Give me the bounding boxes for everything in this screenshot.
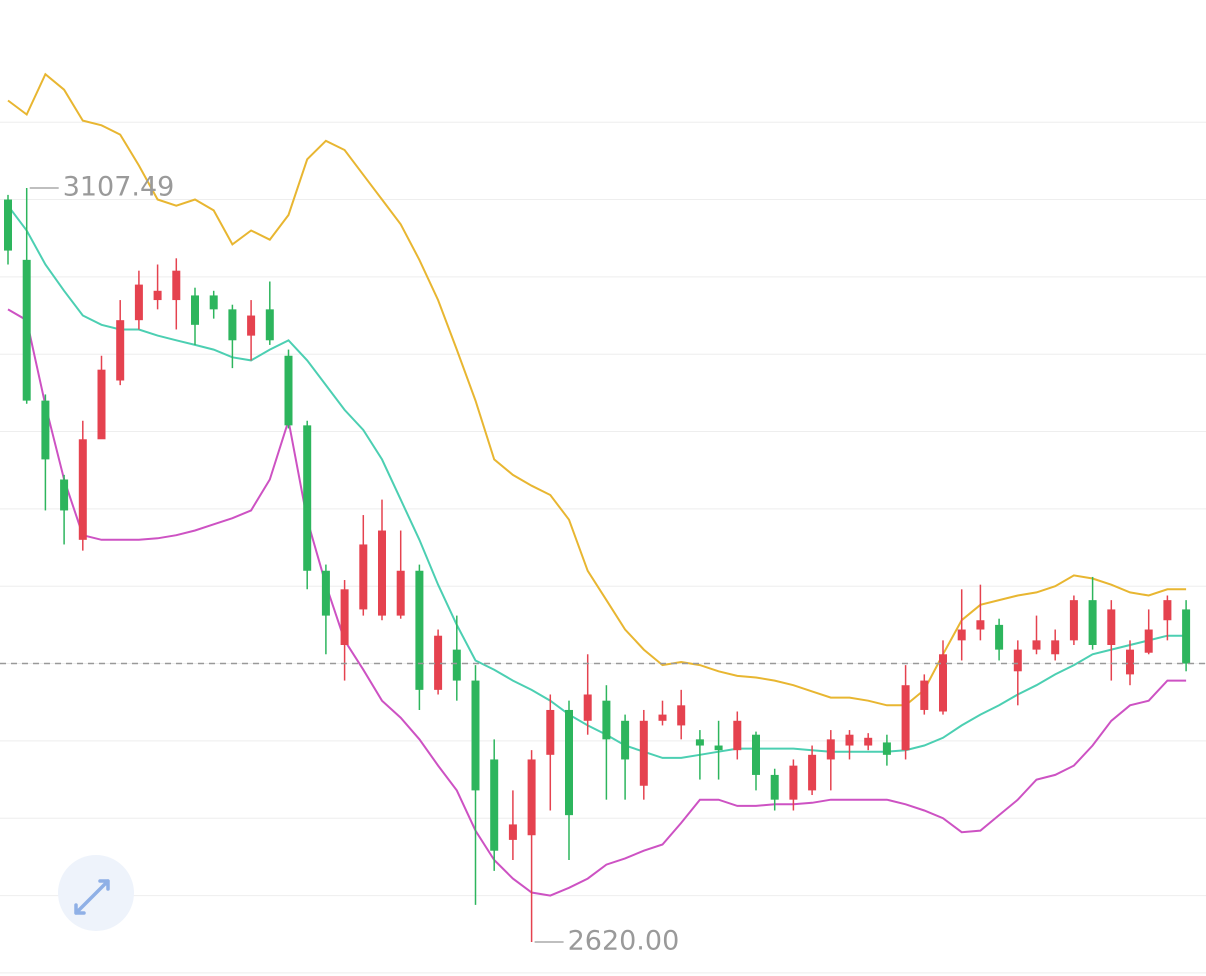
candle-body (920, 680, 929, 710)
candle-body (733, 720, 742, 751)
candle-body (1069, 600, 1078, 641)
candle-body (116, 320, 125, 381)
candle-body (490, 759, 499, 851)
candle-body (303, 425, 312, 571)
band-line (7, 308, 1187, 897)
candle-body (97, 369, 106, 440)
candle-body (826, 739, 835, 760)
candle-body (340, 589, 349, 645)
candle-body (452, 649, 461, 681)
candle-body (321, 570, 330, 616)
candle-body (658, 714, 667, 721)
candle-body (583, 694, 592, 721)
candle-body (995, 624, 1004, 650)
candle-body (1088, 600, 1097, 645)
annotation-label: 3107.49 (63, 171, 175, 202)
candle-body (789, 765, 798, 800)
candle-body (22, 259, 31, 401)
annotation-label: 2620.00 (568, 925, 680, 956)
bands (7, 72, 1187, 897)
candle-body (1107, 609, 1116, 645)
candle-body (546, 709, 555, 755)
candle-body (1032, 640, 1041, 650)
candle-body (1013, 649, 1022, 672)
candle-body (134, 284, 143, 321)
grid (0, 121, 1206, 974)
candle-body (284, 355, 293, 426)
candle-body (695, 739, 704, 746)
candle-body (228, 309, 237, 341)
candle-body (565, 709, 573, 816)
candle-body (434, 635, 443, 690)
candle-body (396, 570, 405, 616)
candle-body (471, 680, 480, 791)
candles (0, 187, 1206, 942)
candle-body (770, 774, 779, 800)
candle-body (901, 685, 910, 751)
candle-body (191, 295, 199, 325)
candle-body (677, 705, 686, 726)
candle-body (639, 720, 648, 786)
candle-body (621, 720, 630, 760)
candle-body (939, 654, 947, 712)
candle-body (1144, 629, 1153, 653)
band-line (7, 205, 1187, 759)
candle-body (976, 620, 985, 630)
band-line (7, 72, 1187, 707)
candle-body (808, 754, 817, 791)
expand-button[interactable] (58, 855, 134, 931)
candle-body (957, 629, 966, 641)
candle-body (265, 309, 274, 341)
candle-body (172, 270, 181, 301)
candle-body (4, 199, 12, 251)
candle-body (845, 734, 854, 746)
candle-body (153, 290, 162, 301)
candle-body (508, 824, 517, 840)
annotations: 3107.49 2620.00 (29, 171, 680, 956)
candle-body (752, 734, 760, 775)
candle-body (1051, 640, 1060, 655)
candle-body (60, 479, 69, 511)
candle-body (602, 700, 611, 740)
candle-body (864, 737, 873, 746)
candle-body (714, 745, 723, 751)
candle-body (41, 400, 50, 460)
candle-body (1126, 649, 1134, 675)
candle-body (882, 742, 891, 755)
candle-body (527, 759, 536, 836)
candle-body (247, 315, 256, 336)
candle-body (1163, 600, 1172, 621)
candle-body (378, 530, 386, 616)
candle-body (359, 544, 368, 610)
candle-body (1182, 609, 1191, 664)
candle-body (78, 439, 87, 540)
candle-body (209, 295, 218, 310)
candle-body (415, 570, 424, 690)
